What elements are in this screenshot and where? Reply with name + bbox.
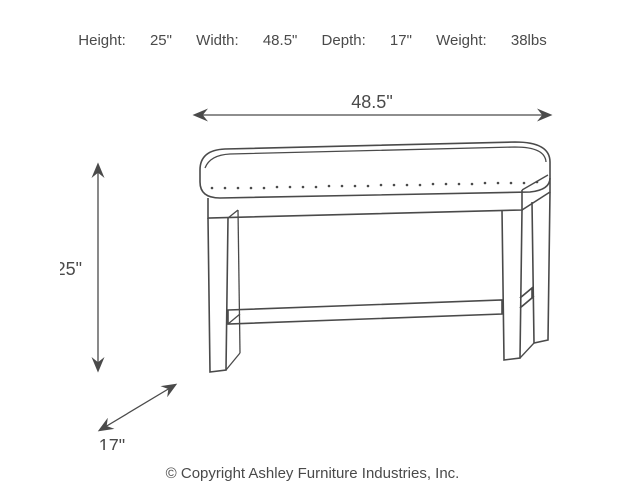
spec-height-label: Height: xyxy=(78,32,126,49)
nailhead-trim xyxy=(211,181,539,190)
bench-outline xyxy=(200,142,550,372)
spec-width-label: Width: xyxy=(196,32,239,49)
width-dimension: 48.5" xyxy=(195,92,550,115)
spec-line: Height: 25" Width: 48.5" Depth: 17" Weig… xyxy=(0,32,625,49)
depth-dimension-label: 17" xyxy=(99,436,125,450)
height-dimension: 25" xyxy=(60,165,98,370)
spec-weight-label: Weight: xyxy=(436,32,487,49)
spec-height-value: 25" xyxy=(150,32,172,49)
depth-dimension: 17" xyxy=(99,385,175,450)
width-dimension-label: 48.5" xyxy=(351,92,392,112)
spec-width-value: 48.5" xyxy=(263,32,298,49)
height-dimension-label: 25" xyxy=(60,259,82,279)
spec-depth-value: 17" xyxy=(390,32,412,49)
spec-depth-label: Depth: xyxy=(322,32,366,49)
copyright-line: © Copyright Ashley Furniture Industries,… xyxy=(0,465,625,482)
spec-weight-value: 38lbs xyxy=(511,32,547,49)
bench-diagram: 48.5" 25" 17" xyxy=(60,70,580,450)
